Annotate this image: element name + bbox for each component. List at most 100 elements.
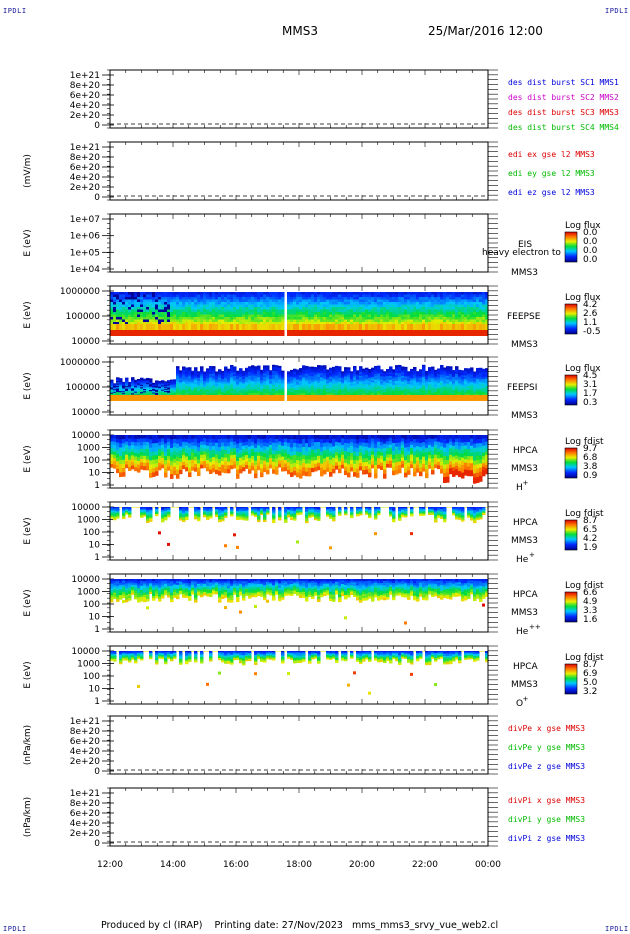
heat-cell [392, 322, 396, 325]
heat-cell [146, 381, 150, 384]
heat-cell [452, 312, 456, 315]
heat-cell [431, 391, 435, 394]
heat-cell [317, 367, 321, 370]
heat-cell [206, 302, 210, 305]
heat-cell [137, 314, 141, 318]
heat-cell [383, 379, 387, 382]
heat-cell [368, 379, 372, 382]
heat-cell [413, 297, 417, 300]
heat-cell [146, 314, 150, 318]
heat-cell [272, 364, 276, 368]
heat-cell [308, 378, 312, 381]
heat-cell [320, 365, 324, 368]
heat-cell [221, 307, 225, 310]
heat-cell [260, 371, 264, 374]
heat-cell [413, 307, 417, 310]
heat-cell [170, 392, 174, 395]
y-axis-label: E (eV) [23, 372, 33, 399]
heat-cell [467, 386, 471, 389]
heat-cell [236, 330, 240, 336]
heat-cell [266, 377, 270, 380]
heat-cell [152, 297, 156, 300]
heat-cell [422, 330, 426, 336]
heat-cell [275, 302, 279, 305]
heat-cell [215, 324, 219, 330]
heat-cell [287, 297, 291, 300]
heat-cell [140, 395, 144, 401]
heat-cell [434, 322, 438, 325]
heat-cell [113, 309, 117, 313]
heat-cell [374, 393, 378, 396]
heat-cell [212, 324, 216, 330]
heat-cell [158, 391, 162, 394]
heat-cell [314, 376, 318, 379]
heat-cell [443, 378, 447, 381]
corner-label-top-right: IPDLI [605, 7, 629, 15]
heat-cell [332, 324, 336, 330]
heat-cell [365, 376, 369, 380]
heat-cell [218, 391, 222, 395]
heat-cell [359, 370, 363, 373]
heat-cell [452, 380, 456, 383]
heat-cell [215, 384, 219, 387]
heat-cell [422, 292, 426, 295]
heat-cell [335, 391, 339, 394]
heat-cell [410, 386, 414, 389]
heat-cell [131, 388, 135, 391]
heat-cell [227, 330, 231, 336]
heat-cell [194, 330, 198, 336]
heat-cell [161, 384, 165, 386]
heat-cell [470, 395, 474, 401]
heat-cell [293, 312, 297, 315]
heat-cell [152, 395, 156, 401]
heat-cell [461, 297, 465, 300]
heat-cell [203, 330, 207, 336]
heat-cell [377, 312, 381, 315]
heat-cell [179, 377, 183, 380]
heat-cell [323, 309, 327, 313]
heat-cell [257, 309, 261, 313]
heat-cell [458, 376, 462, 379]
heat-cell [440, 307, 444, 310]
heat-cell [128, 299, 132, 303]
heat-cell [134, 385, 138, 387]
heat-cell [305, 314, 309, 318]
heat-cell [137, 309, 141, 313]
heat-cell [314, 307, 318, 310]
heat-cell [140, 382, 144, 385]
heat-cell [290, 380, 294, 383]
heat-cell [158, 387, 162, 390]
heat-cell [230, 292, 234, 295]
heat-cell [128, 312, 132, 315]
heat-cell [275, 381, 279, 384]
heat-cell [413, 380, 417, 383]
heat-cell [401, 391, 405, 394]
heat-cell [182, 385, 186, 388]
heat-cell [290, 322, 294, 325]
heat-cell [485, 386, 489, 389]
heat-cell [452, 294, 456, 298]
heat-cell [161, 314, 165, 318]
heat-cell [116, 297, 120, 300]
heat-cell [311, 302, 315, 305]
heat-cell [185, 369, 189, 372]
legend-entry: edi ez gse l2 MMS3 [508, 188, 595, 197]
heat-cell [203, 322, 207, 325]
heat-cell [152, 389, 156, 391]
heat-cell [329, 292, 333, 295]
heat-cell [242, 388, 246, 391]
heat-cell [227, 375, 231, 379]
heat-cell [179, 392, 183, 395]
heat-cell [122, 393, 126, 395]
heat-cell [371, 369, 375, 372]
heat-cell [446, 330, 450, 336]
heat-cell [341, 384, 345, 387]
heat-cell [266, 373, 270, 376]
heat-cell [290, 317, 294, 320]
heat-cell [155, 387, 159, 390]
heat-cell [428, 309, 432, 313]
heat-cell [209, 373, 213, 377]
heat-cell [170, 381, 174, 384]
heat-cell [167, 307, 171, 310]
heat-cell [356, 371, 360, 375]
